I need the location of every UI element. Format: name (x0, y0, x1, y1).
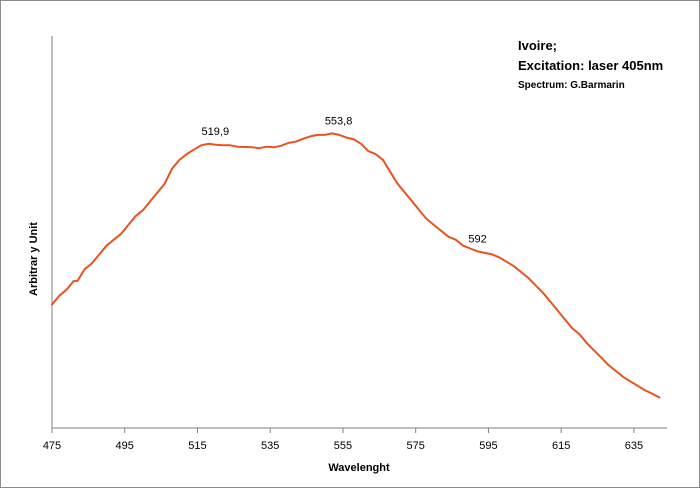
peak-labels: 519,9 553,8 592 (202, 115, 487, 245)
spectrum-series-line (51, 132, 661, 399)
x-tick-label-515: 515 (188, 440, 206, 452)
annotation-sample-name: Ivoire; (518, 38, 557, 53)
x-tick-labels: 475 495 515 535 555 575 595 615 635 (43, 440, 643, 452)
x-ticks (51, 428, 635, 433)
x-tick-label-535: 535 (261, 440, 279, 452)
x-axis-title: Wavelenght (328, 462, 390, 474)
annotation-excitation: Excitation: laser 405nm (518, 58, 663, 73)
x-tick-label-475: 475 (43, 440, 61, 452)
peak-label-1: 553,8 (325, 115, 353, 127)
x-tick-label-555: 555 (334, 440, 352, 452)
peak-label-0: 519,9 (202, 126, 230, 138)
x-tick-label-495: 495 (116, 440, 134, 452)
x-tick-label-595: 595 (479, 440, 497, 452)
x-tick-label-615: 615 (552, 440, 570, 452)
annotation-spectrum-credit: Spectrum: G.Barmarin (518, 80, 625, 91)
x-tick-label-635: 635 (625, 440, 643, 452)
y-axis-title: Arbitrar y Unit (28, 222, 40, 296)
x-tick-label-575: 575 (407, 440, 425, 452)
axes (51, 36, 667, 429)
peak-label-2: 592 (468, 233, 486, 245)
